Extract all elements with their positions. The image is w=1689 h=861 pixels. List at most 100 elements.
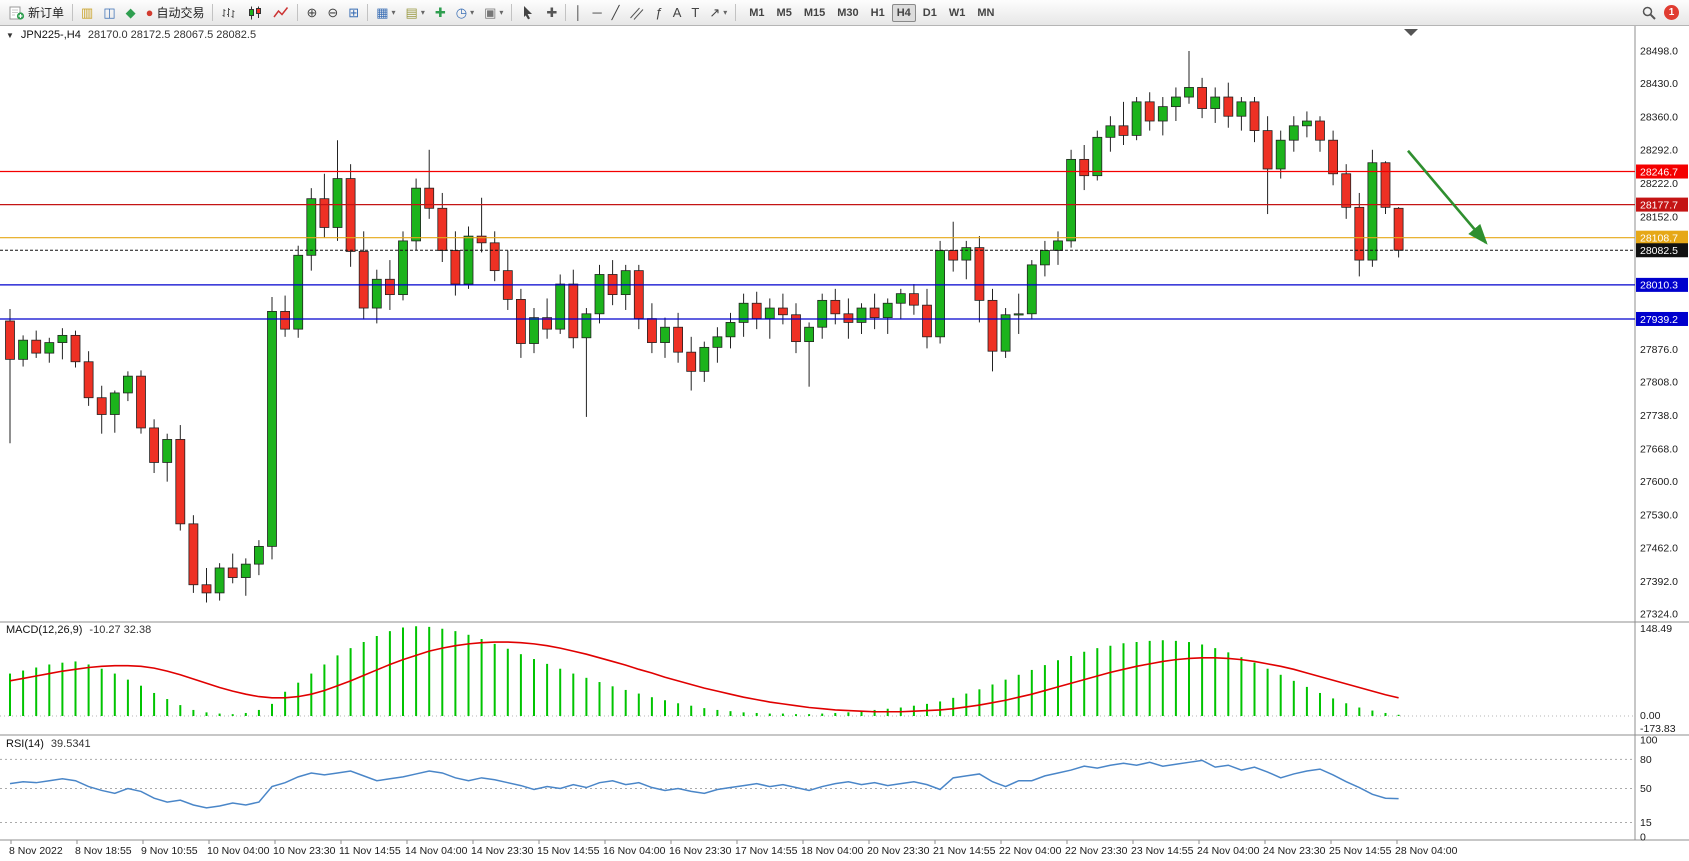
text-label-button[interactable]: T bbox=[686, 1, 704, 24]
add-indicator-button[interactable]: ✚ bbox=[430, 1, 451, 24]
fibonacci-button[interactable]: ƒ bbox=[650, 1, 667, 24]
chart-canvas[interactable]: 28498.0 28430.0 28360.0 28292.0 28222.0 28152… bbox=[0, 26, 1689, 861]
candle-down bbox=[1249, 101, 1260, 132]
candle-up bbox=[1288, 125, 1299, 141]
time-tick-label: 21 Nov 14:55 bbox=[933, 845, 996, 857]
price-tick-label: 27392.0 bbox=[1640, 576, 1678, 588]
trend-arrow-object[interactable] bbox=[1407, 149, 1488, 245]
candle-up bbox=[293, 254, 304, 330]
timeframe-h1-button[interactable]: H1 bbox=[870, 6, 885, 19]
time-tick-label: 8 Nov 2022 bbox=[9, 845, 63, 857]
candle-down bbox=[1393, 207, 1404, 251]
timeframe-m15-button[interactable]: M15 bbox=[803, 6, 826, 19]
vertical-line-button[interactable]: │ bbox=[569, 1, 587, 24]
candle-down bbox=[201, 584, 212, 594]
candle-down bbox=[1328, 139, 1338, 175]
rsi-line bbox=[9, 759, 1399, 809]
text-label-icon: T bbox=[691, 5, 700, 20]
dropdown-caret-icon: ▾ bbox=[470, 8, 475, 17]
line-chart-button[interactable] bbox=[268, 1, 294, 24]
chart-window[interactable]: 28498.0 28430.0 28360.0 28292.0 28222.0 28152… bbox=[0, 26, 1689, 861]
horizontal-line-button[interactable]: ─ bbox=[587, 1, 606, 24]
tile-windows-button[interactable]: ⊞ bbox=[343, 1, 364, 24]
candle-up bbox=[371, 278, 382, 309]
timeframe-m30-button[interactable]: M30 bbox=[837, 6, 859, 19]
horizontal-lines bbox=[0, 170, 1635, 320]
zoom-in-button[interactable]: ⊕ bbox=[301, 1, 322, 24]
add-indicator-icon: ✚ bbox=[434, 5, 446, 20]
price-tick-label: 27668.0 bbox=[1640, 444, 1678, 456]
candle-down bbox=[70, 334, 81, 363]
templates-button[interactable]: ▣ ▾ bbox=[479, 1, 508, 24]
candle-up bbox=[1066, 158, 1076, 242]
candle-down bbox=[673, 326, 683, 353]
candle-down bbox=[358, 251, 369, 309]
candle-down bbox=[1315, 120, 1325, 141]
indicator-list-button[interactable]: ▦ ▾ bbox=[371, 1, 400, 24]
candle-down bbox=[489, 242, 500, 272]
arrows-button[interactable]: ↗ ▾ bbox=[704, 1, 732, 24]
candle-up bbox=[660, 326, 670, 343]
chart-shift-marker-icon[interactable] bbox=[1404, 29, 1418, 36]
candle-up bbox=[594, 274, 605, 315]
toolbar: 新订单 ▥ ◫ ◆ ● 自动交易 ⊕ ⊖ ⊞ ▦ ▾ ▤ ▾ ✚ ◷ ▾ ▣ ▾ ✚ │ ─ ╱ ƒ A T ↗ ▾ M1 M5 M15… bbox=[0, 0, 1689, 26]
toolbar-separator bbox=[565, 4, 567, 21]
rsi-axis-label: 0 bbox=[1640, 832, 1646, 844]
timeframe-w1-button[interactable]: W1 bbox=[948, 6, 966, 19]
market-watch-button[interactable]: ▥ bbox=[76, 1, 98, 24]
candlestick-chart-button[interactable] bbox=[242, 1, 268, 24]
cursor-button[interactable] bbox=[515, 1, 541, 24]
objects-list-icon: ▤ bbox=[405, 5, 418, 20]
navigator-button[interactable]: ◆ bbox=[121, 1, 141, 24]
timeframe-h4-button[interactable]: H4 bbox=[891, 3, 916, 22]
pane-frames bbox=[0, 26, 1689, 841]
arrow-annotation[interactable] bbox=[1407, 149, 1488, 245]
price-scale[interactable]: 28498.0 28430.0 28360.0 28292.0 28222.0 28152… bbox=[1636, 46, 1688, 621]
price-tick-label: 27738.0 bbox=[1640, 410, 1678, 422]
rsi-indicator-label: RSI(14) 39.5341 bbox=[6, 738, 91, 750]
time-tick-label: 14 Nov 04:00 bbox=[405, 845, 468, 857]
autotrade-button[interactable]: ● 自动交易 bbox=[141, 1, 210, 24]
candle-down bbox=[136, 375, 146, 429]
dropdown-caret-icon: ▾ bbox=[499, 8, 504, 17]
time-tick-label: 24 Nov 04:00 bbox=[1197, 845, 1260, 857]
time-axis[interactable]: 8 Nov 2022 8 Nov 18:55 9 Nov 10:55 10 Nov 0… bbox=[9, 840, 1458, 857]
search-button[interactable] bbox=[1636, 1, 1662, 24]
autotrade-icon: ● bbox=[145, 5, 154, 20]
text-button[interactable]: A bbox=[668, 1, 687, 24]
candle-down bbox=[1380, 162, 1391, 208]
price-tag-label: 28010.3 bbox=[1640, 280, 1678, 292]
new-order-button[interactable]: 新订单 bbox=[4, 1, 69, 24]
one-click-trading-toggle[interactable]: ▼ bbox=[6, 30, 14, 40]
toolbar-separator bbox=[735, 4, 737, 21]
time-tick-label: 25 Nov 14:55 bbox=[1329, 845, 1392, 857]
data-window-button[interactable]: ◫ bbox=[98, 1, 120, 24]
candle-down bbox=[476, 235, 487, 244]
candle-up bbox=[817, 299, 828, 328]
notifications-badge[interactable]: 1 bbox=[1664, 5, 1679, 20]
candle-down bbox=[384, 278, 395, 296]
equidistant-channel-button[interactable] bbox=[624, 1, 650, 24]
candle-up bbox=[1053, 240, 1063, 251]
objects-list-button[interactable]: ▤ ▾ bbox=[401, 1, 430, 24]
price-tag bbox=[1636, 311, 1688, 326]
periods-button[interactable]: ◷ ▾ bbox=[451, 1, 479, 24]
rsi-axis-label: 50 bbox=[1640, 783, 1652, 795]
candle-down bbox=[647, 318, 657, 343]
zoom-out-button[interactable]: ⊖ bbox=[322, 1, 343, 24]
data-window-icon: ◫ bbox=[103, 5, 116, 20]
bar-chart-button[interactable] bbox=[216, 1, 242, 24]
timeframe-mn-button[interactable]: MN bbox=[977, 6, 995, 19]
timeframe-m1-button[interactable]: M1 bbox=[749, 6, 765, 19]
crosshair-button[interactable]: ✚ bbox=[541, 1, 562, 24]
candle-up bbox=[620, 270, 631, 296]
timeframe-m5-button[interactable]: M5 bbox=[776, 6, 792, 19]
time-tick-label: 17 Nov 14:55 bbox=[735, 845, 798, 857]
time-tick-label: 9 Nov 10:55 bbox=[141, 845, 198, 857]
candle-up bbox=[253, 545, 264, 565]
timeframe-d1-button[interactable]: D1 bbox=[922, 6, 937, 19]
candle-down bbox=[450, 250, 461, 285]
candle-down bbox=[1223, 96, 1234, 117]
trendline-button[interactable]: ╱ bbox=[607, 1, 625, 24]
price-tag bbox=[1636, 197, 1688, 212]
